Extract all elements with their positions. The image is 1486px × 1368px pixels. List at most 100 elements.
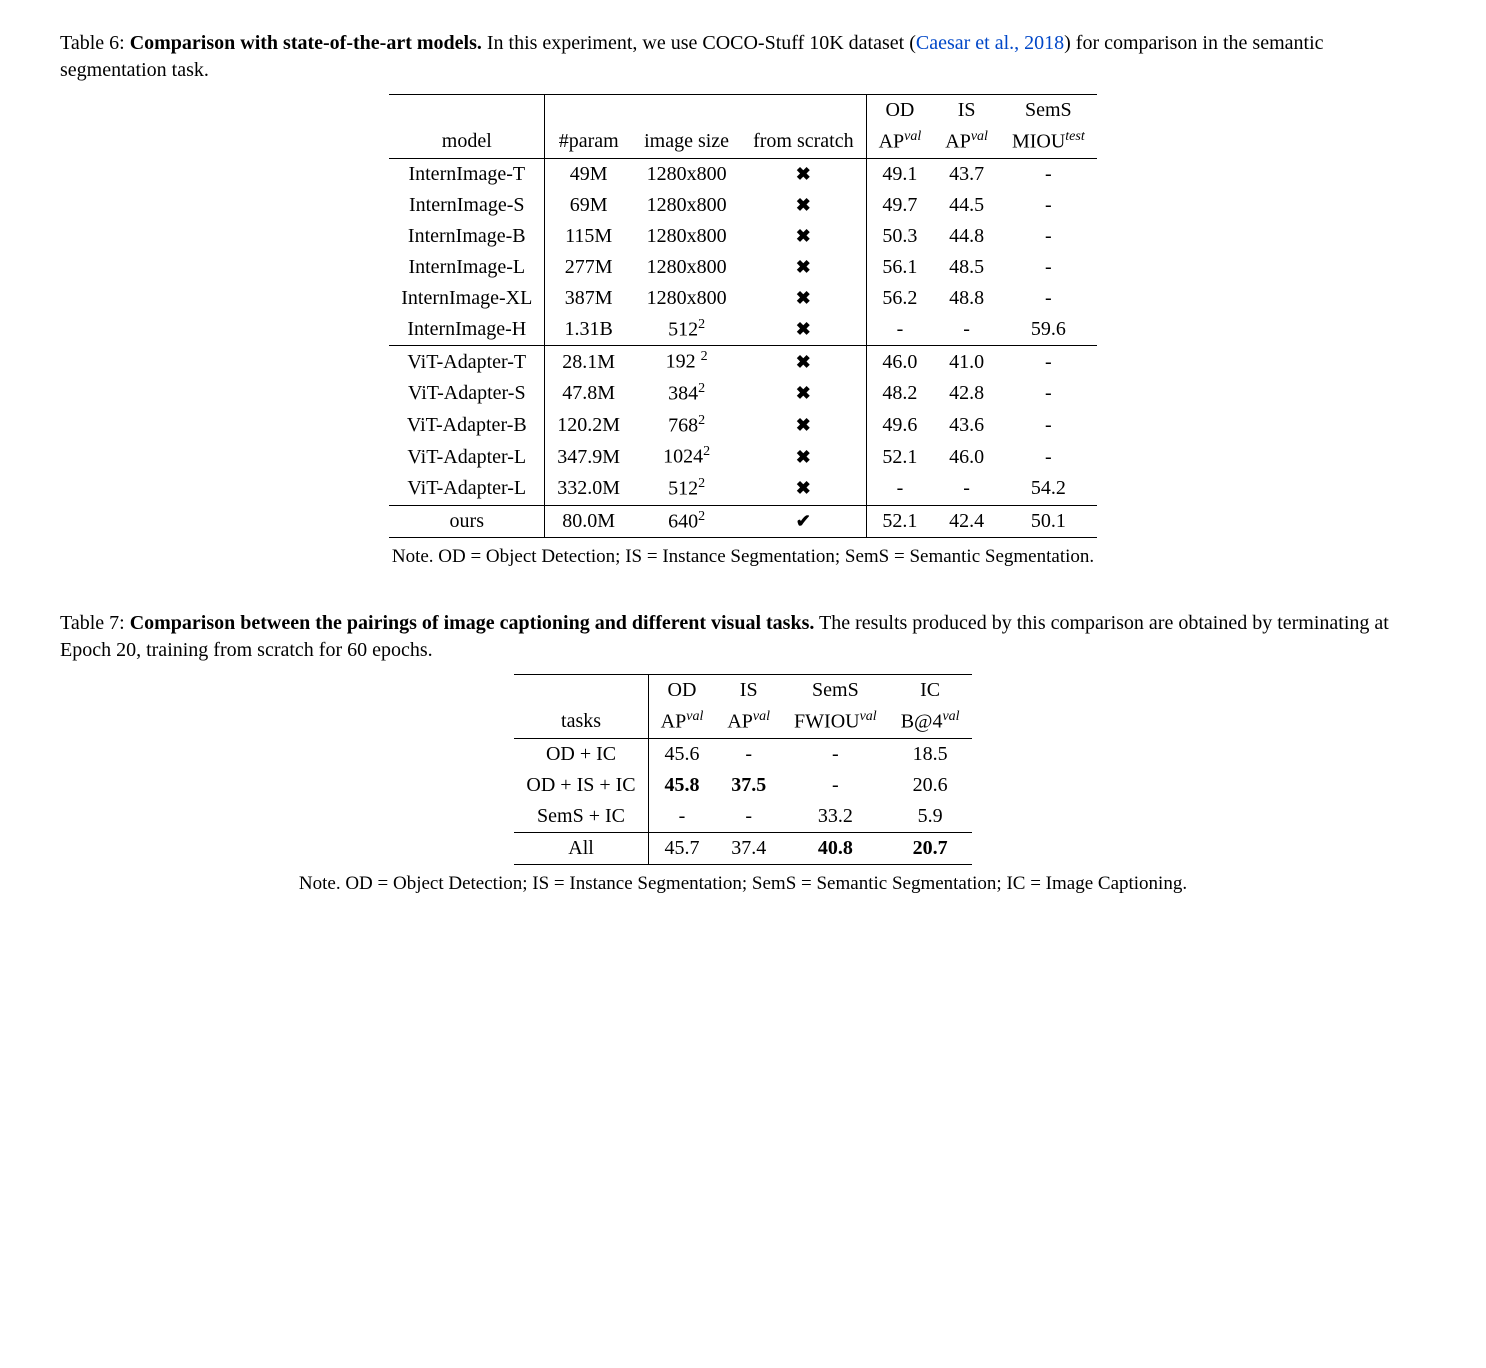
table-cell: ✖ [741, 441, 866, 473]
table-cell: 1280x800 [632, 252, 741, 283]
table-row: ViT-Adapter-L332.0M5122✖--54.2 [389, 473, 1097, 505]
table-cell: SemS [782, 675, 889, 706]
table-cell: 49.7 [866, 190, 933, 221]
table-cell: 18.5 [889, 738, 972, 770]
table-cell: 277M [545, 252, 632, 283]
table-cell: - [648, 801, 715, 833]
table-cell: B@4val [889, 706, 972, 738]
table-cell: #param [545, 126, 632, 158]
table-cell: ✖ [741, 283, 866, 314]
table-row: InternImage-L277M1280x800✖56.148.5- [389, 252, 1097, 283]
table-cell: 54.2 [1000, 473, 1097, 505]
table-row: ViT-Adapter-S47.8M3842✖48.242.8- [389, 378, 1097, 410]
table-cell: FWIOUval [782, 706, 889, 738]
table-cell: 59.6 [1000, 314, 1097, 346]
table7-title: Comparison between the pairings of image… [130, 612, 815, 634]
table-row: ours80.0M6402✔52.142.450.1 [389, 505, 1097, 538]
table-cell: 1280x800 [632, 158, 741, 190]
table-cell: ✔ [741, 505, 866, 538]
table-cell: 52.1 [866, 505, 933, 538]
table-cell [632, 95, 741, 126]
table-cell: 49.1 [866, 158, 933, 190]
table-cell: ✖ [741, 410, 866, 442]
table-cell: MIOUtest [1000, 126, 1097, 158]
table-header-row: ODISSemSIC [514, 675, 971, 706]
table-cell: InternImage-T [389, 158, 545, 190]
table-cell: 37.4 [715, 832, 782, 864]
table-cell: ✖ [741, 190, 866, 221]
table-cell: 43.6 [933, 410, 1000, 442]
table-cell: 48.8 [933, 283, 1000, 314]
table-row: InternImage-T49M1280x800✖49.143.7- [389, 158, 1097, 190]
table-cell: ✖ [741, 221, 866, 252]
cross-icon: ✖ [796, 319, 811, 339]
cross-icon: ✖ [796, 383, 811, 403]
table6-label: Table 6: [60, 32, 125, 54]
table-cell: 80.0M [545, 505, 632, 538]
table-cell: InternImage-B [389, 221, 545, 252]
table-row: OD + IC45.6--18.5 [514, 738, 971, 770]
table-cell: 347.9M [545, 441, 632, 473]
table-cell: 120.2M [545, 410, 632, 442]
table-cell: - [782, 770, 889, 801]
table-cell: APval [715, 706, 782, 738]
table-cell: 44.8 [933, 221, 1000, 252]
table-cell: ✖ [741, 473, 866, 505]
table-cell: - [866, 314, 933, 346]
table-cell: - [715, 801, 782, 833]
table-cell: 45.7 [648, 832, 715, 864]
table7-caption: Table 7: Comparison between the pairings… [60, 610, 1426, 664]
table-cell: - [1000, 378, 1097, 410]
table-cell: OD [648, 675, 715, 706]
table-header-row: ODISSemS [389, 95, 1097, 126]
cross-icon: ✖ [796, 257, 811, 277]
table-cell: APval [648, 706, 715, 738]
table-cell: 50.1 [1000, 505, 1097, 538]
table-cell: ✖ [741, 314, 866, 346]
cross-icon: ✖ [796, 478, 811, 498]
table-row: InternImage-S69M1280x800✖49.744.5- [389, 190, 1097, 221]
table-row: ViT-Adapter-B120.2M7682✖49.643.6- [389, 410, 1097, 442]
table-cell: ViT-Adapter-B [389, 410, 545, 442]
table-cell: 45.6 [648, 738, 715, 770]
table-cell: 1.31B [545, 314, 632, 346]
table-cell: ✖ [741, 378, 866, 410]
table-cell: - [1000, 190, 1097, 221]
cross-icon: ✖ [796, 415, 811, 435]
table-cell: ✖ [741, 158, 866, 190]
check-icon: ✔ [796, 511, 811, 531]
citation-link[interactable]: Caesar et al., 2018 [916, 32, 1064, 54]
table6-text1: In this experiment, we use COCO-Stuff 10… [482, 32, 916, 54]
table-header-row: model#paramimage sizefrom scratchAPvalAP… [389, 126, 1097, 158]
table7-note: Note. OD = Object Detection; IS = Instan… [60, 871, 1426, 897]
table-row: InternImage-H1.31B5122✖--59.6 [389, 314, 1097, 346]
table-cell: 48.2 [866, 378, 933, 410]
table-cell: 69M [545, 190, 632, 221]
table-cell: ViT-Adapter-L [389, 473, 545, 505]
table-cell: - [933, 314, 1000, 346]
table-cell: 7682 [632, 410, 741, 442]
table-cell: IS [715, 675, 782, 706]
table-cell: 48.5 [933, 252, 1000, 283]
table-cell: - [1000, 441, 1097, 473]
table-cell: ✖ [741, 252, 866, 283]
table-cell: model [389, 126, 545, 158]
table-cell: 1280x800 [632, 221, 741, 252]
table-cell: - [782, 738, 889, 770]
table-cell: - [866, 473, 933, 505]
table-cell: 49.6 [866, 410, 933, 442]
table-cell: ✖ [741, 346, 866, 378]
table-cell: 42.4 [933, 505, 1000, 538]
cross-icon: ✖ [796, 288, 811, 308]
table-row: All45.737.440.820.7 [514, 832, 971, 864]
table-cell: 5122 [632, 473, 741, 505]
table-cell: 6402 [632, 505, 741, 538]
table-cell: InternImage-H [389, 314, 545, 346]
table-cell: 5.9 [889, 801, 972, 833]
table-row: InternImage-B115M1280x800✖50.344.8- [389, 221, 1097, 252]
table-cell: - [1000, 283, 1097, 314]
table-cell: 1280x800 [632, 190, 741, 221]
table-cell: 41.0 [933, 346, 1000, 378]
table-cell: - [1000, 158, 1097, 190]
table6-note: Note. OD = Object Detection; IS = Instan… [60, 544, 1426, 570]
